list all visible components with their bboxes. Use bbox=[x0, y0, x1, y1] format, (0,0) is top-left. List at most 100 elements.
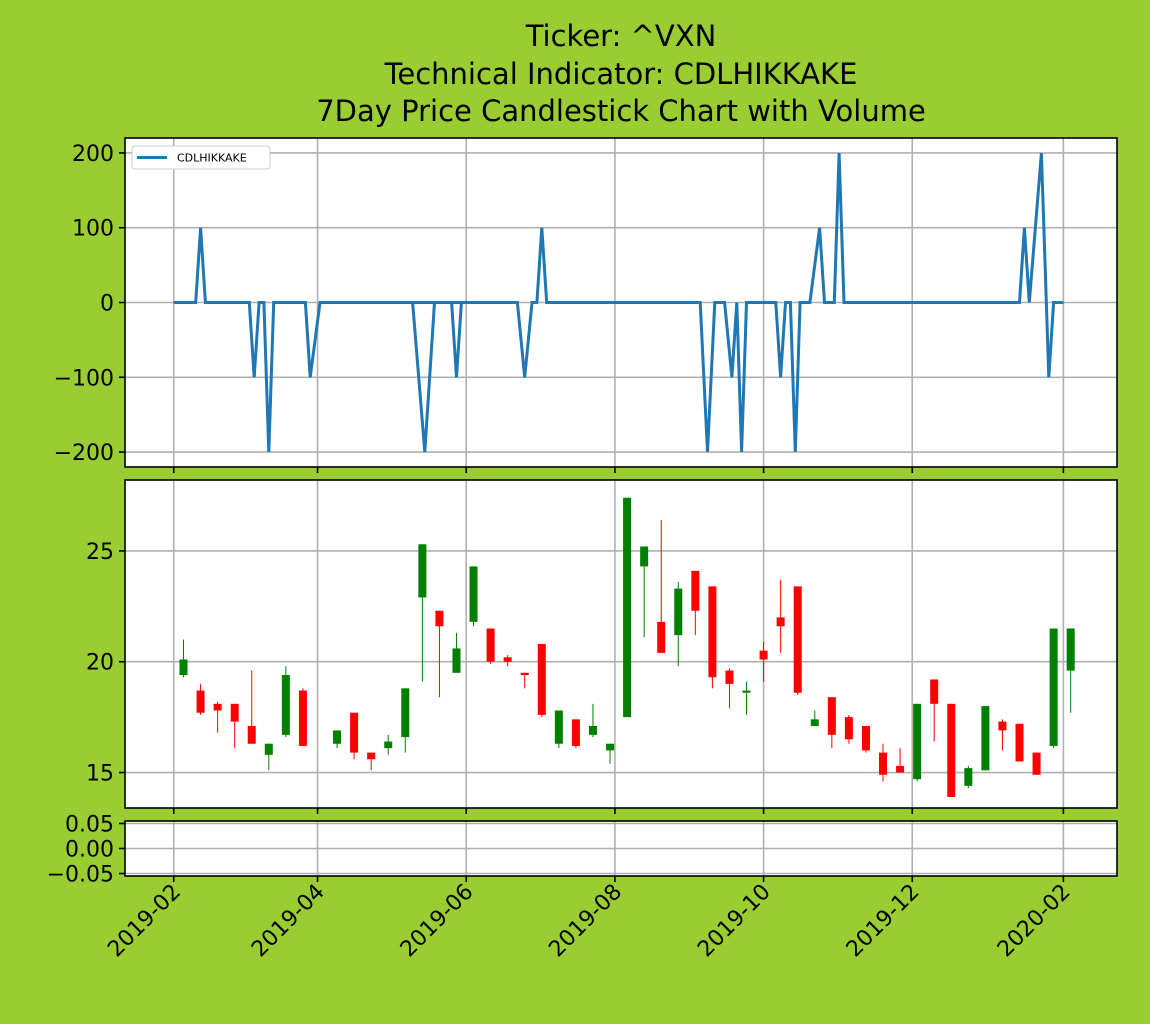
price-frame bbox=[124, 479, 1118, 809]
ind-ytick-label: −200 bbox=[54, 441, 114, 466]
candle-2019-11-19 bbox=[879, 743, 888, 782]
price-y-ticks: 25 20 15 bbox=[86, 540, 125, 787]
price-ytick-label: 15 bbox=[86, 762, 114, 787]
candle-body bbox=[725, 670, 734, 684]
candle-2019-10-15 bbox=[793, 586, 802, 695]
candle-2019-12-24 bbox=[964, 765, 973, 789]
candle-body bbox=[384, 741, 393, 749]
candle-body bbox=[674, 588, 683, 636]
candle-2019-05-14 bbox=[418, 544, 427, 682]
candle-2019-05-21 bbox=[435, 610, 444, 698]
candle-2019-08-27 bbox=[674, 581, 683, 667]
candle-2019-03-19 bbox=[281, 666, 290, 738]
candle-2019-12-31 bbox=[981, 706, 990, 771]
candle-body bbox=[179, 659, 188, 676]
candle-2019-06-25 bbox=[520, 672, 529, 689]
candle-body bbox=[708, 586, 717, 678]
candle-body bbox=[1032, 752, 1041, 775]
candle-body bbox=[793, 586, 802, 693]
candle-body bbox=[776, 617, 785, 627]
candle-2019-10-01 bbox=[759, 641, 768, 682]
price-plot-area bbox=[125, 480, 1117, 808]
candle-2019-07-09 bbox=[554, 710, 563, 749]
candle-2019-03-12 bbox=[264, 743, 273, 771]
candle-2019-08-20 bbox=[657, 519, 666, 653]
candle-body bbox=[947, 703, 956, 797]
indicator-y-ticks: 200 100 0 −100 −200 bbox=[54, 142, 125, 466]
candle-body bbox=[998, 721, 1007, 731]
candle-body bbox=[964, 768, 973, 786]
price-ytick-label: 20 bbox=[86, 651, 114, 676]
candle-2019-07-23 bbox=[588, 703, 597, 738]
candle-body bbox=[861, 726, 870, 751]
candle-2019-08-13 bbox=[640, 546, 649, 638]
candle-2020-01-14 bbox=[1015, 723, 1024, 762]
candle-body bbox=[640, 546, 649, 567]
candle-body bbox=[1015, 723, 1024, 762]
candle-2019-04-16 bbox=[350, 712, 359, 760]
candle-2019-04-23 bbox=[367, 752, 376, 771]
candle-2019-07-16 bbox=[571, 719, 580, 749]
candle-2019-12-03 bbox=[913, 703, 922, 782]
candle-body bbox=[827, 697, 836, 735]
candle-body bbox=[333, 730, 342, 744]
indicator-frame bbox=[124, 137, 1118, 468]
legend: CDLHIKKAKE bbox=[131, 145, 271, 170]
candle-body bbox=[742, 690, 751, 693]
candle-body bbox=[913, 703, 922, 780]
candle-2019-09-10 bbox=[708, 586, 717, 689]
candle-body bbox=[469, 566, 478, 622]
ind-ytick-label: 200 bbox=[72, 142, 114, 167]
vol-ytick-label: 0.00 bbox=[65, 838, 114, 863]
vol-ytick-label: 0.05 bbox=[65, 813, 114, 838]
candle-2019-06-11 bbox=[486, 628, 495, 664]
candle-body bbox=[896, 765, 905, 773]
candle-2019-03-05 bbox=[247, 670, 256, 744]
volume-grid bbox=[125, 821, 1117, 882]
ind-ytick-label: 100 bbox=[72, 217, 114, 242]
candle-body bbox=[981, 706, 990, 771]
vol-ytick-label: −0.05 bbox=[47, 863, 114, 888]
candle-body bbox=[418, 544, 427, 598]
candle-2019-06-18 bbox=[503, 655, 512, 667]
candle-2019-11-12 bbox=[861, 726, 870, 753]
candle-2019-02-12 bbox=[196, 683, 205, 715]
candle-body bbox=[537, 644, 546, 715]
candle-body bbox=[571, 719, 580, 746]
candle-body bbox=[588, 726, 597, 735]
candle-2019-06-04 bbox=[469, 566, 478, 627]
candle-body bbox=[230, 703, 239, 722]
ind-ytick-label: 0 bbox=[100, 292, 114, 317]
candle-body bbox=[503, 657, 512, 662]
candle-2019-07-30 bbox=[606, 743, 615, 764]
chart-title-line-3: 7Day Price Candlestick Chart with Volume bbox=[316, 94, 926, 128]
indicator-panel: 200 100 0 −100 −200 CDLHIKKAKE bbox=[54, 137, 1118, 473]
chart-title-line-2: Technical Indicator: CDLHIKKAKE bbox=[384, 57, 858, 91]
candle-2019-11-05 bbox=[844, 714, 853, 744]
candle-body bbox=[247, 726, 256, 744]
candle-2019-02-19 bbox=[213, 701, 222, 733]
candle-body bbox=[623, 497, 632, 718]
volume-y-ticks: 0.050.00−0.05 bbox=[47, 813, 125, 888]
candle-body bbox=[367, 752, 376, 760]
candle-2019-10-08 bbox=[776, 579, 785, 653]
candle-body bbox=[606, 743, 615, 751]
candle-body bbox=[213, 703, 222, 711]
candle-body bbox=[281, 675, 290, 735]
candle-body bbox=[879, 752, 888, 775]
ind-ytick-label: −100 bbox=[54, 366, 114, 391]
volume-panel: 0.050.00−0.05 bbox=[47, 813, 1118, 888]
chart-title-line-1: Ticker: ^VXN bbox=[525, 19, 717, 53]
candle-body bbox=[930, 679, 939, 704]
candle-2019-05-07 bbox=[401, 688, 410, 753]
candle-2019-12-10 bbox=[930, 679, 939, 742]
candle-2019-03-26 bbox=[298, 688, 307, 746]
candle-2019-08-06 bbox=[623, 497, 632, 718]
candle-body bbox=[1066, 628, 1075, 671]
candle-body bbox=[844, 717, 853, 740]
candle-2019-11-26 bbox=[896, 748, 905, 773]
candle-2019-04-30 bbox=[384, 734, 393, 755]
legend-label-cdlhikkake: CDLHIKKAKE bbox=[177, 152, 247, 165]
